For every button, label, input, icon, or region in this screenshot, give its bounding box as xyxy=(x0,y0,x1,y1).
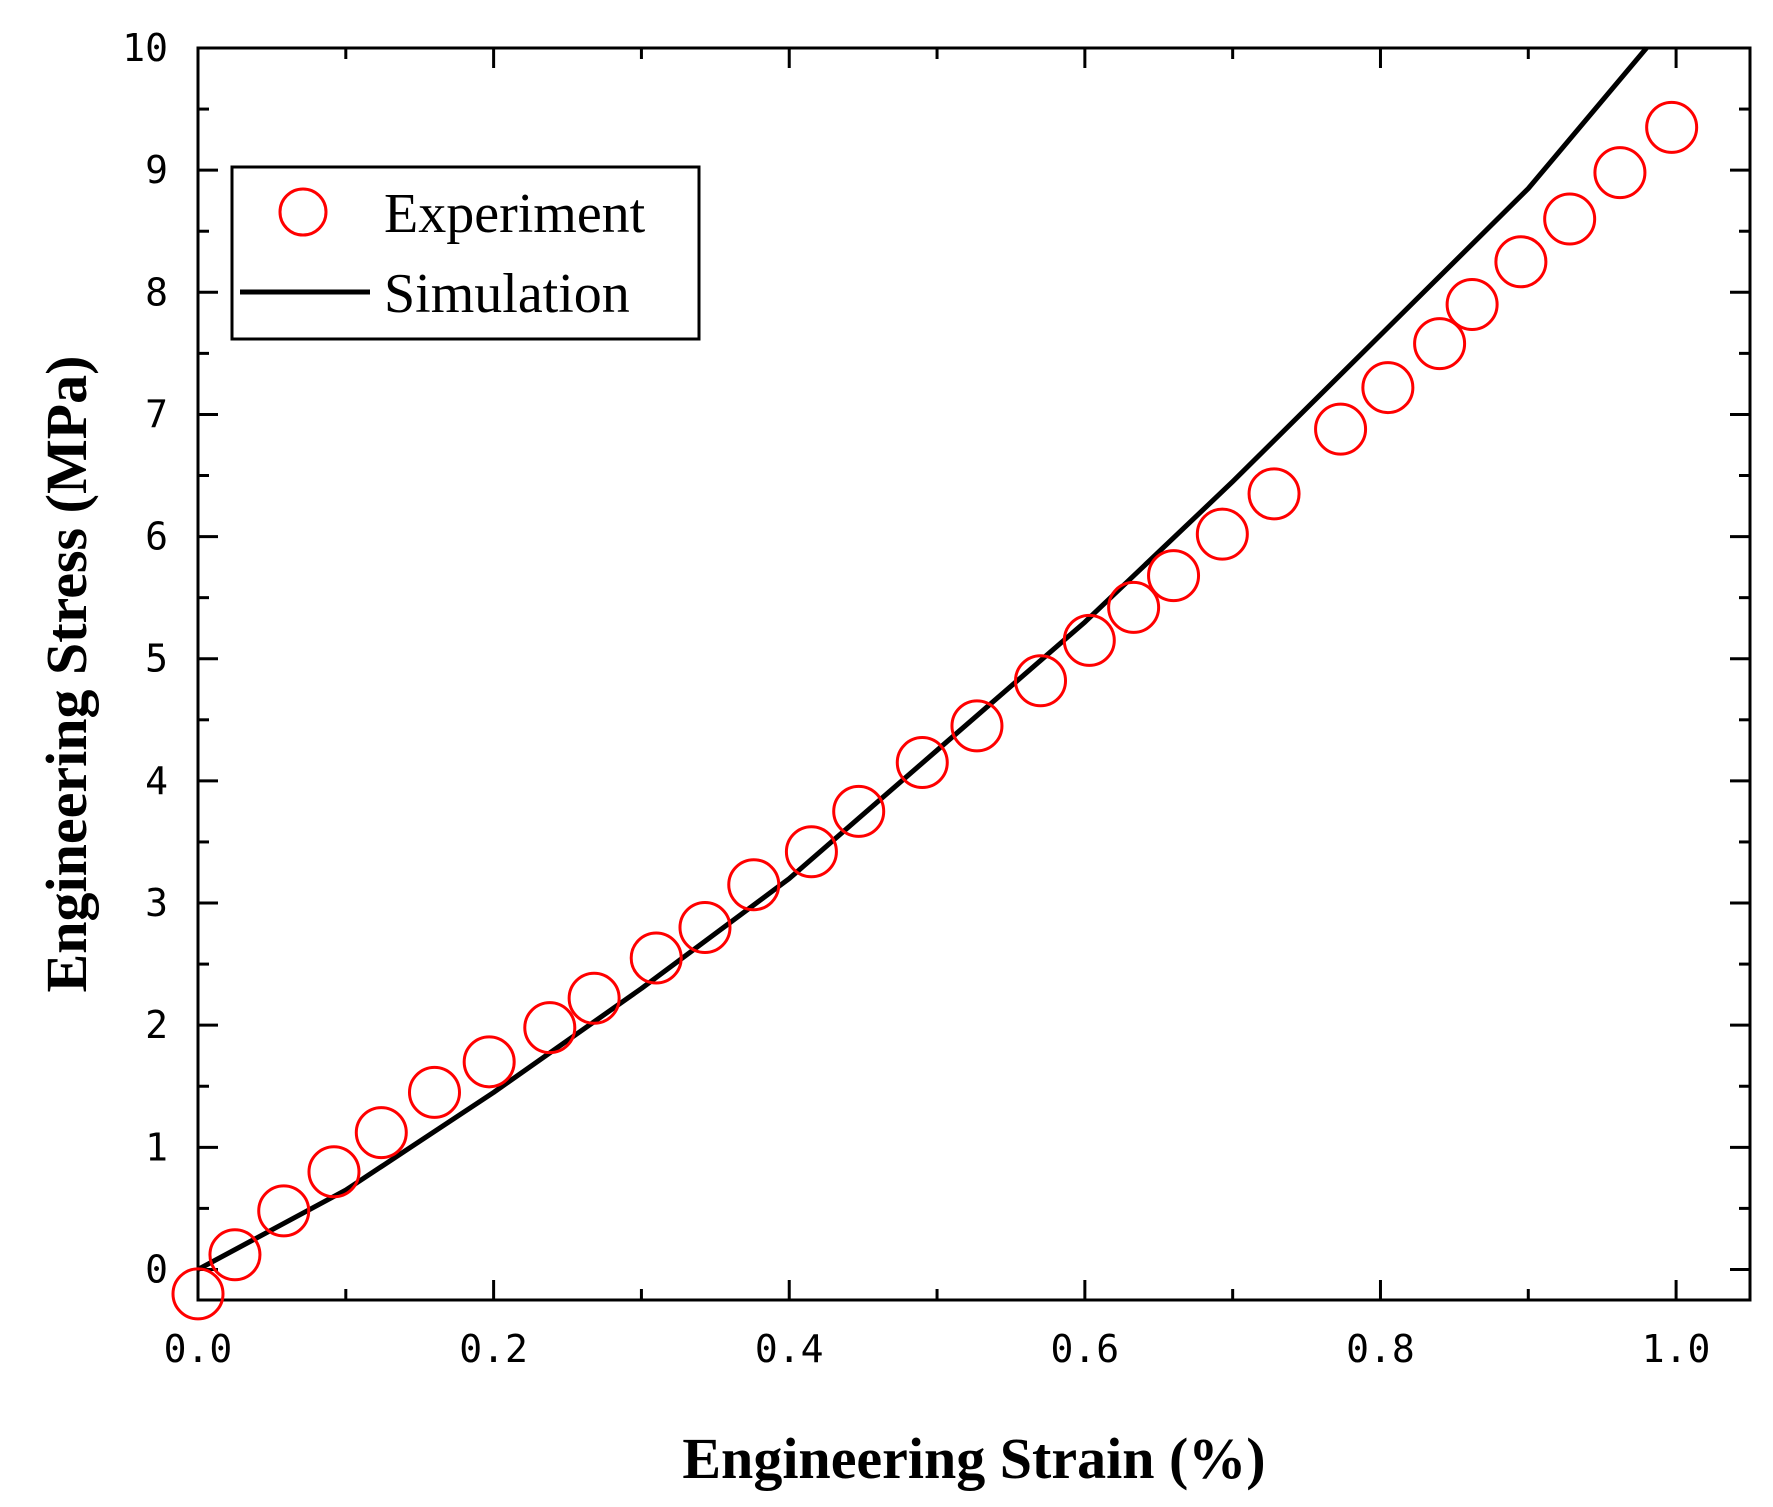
experiment-point xyxy=(171,1267,225,1321)
experiment-point xyxy=(1247,467,1301,521)
x-tick-label: 0.2 xyxy=(459,1327,528,1371)
y-tick-label: 9 xyxy=(145,148,168,192)
plot-frame xyxy=(196,46,1752,1302)
experiment-point xyxy=(354,1106,408,1160)
simulation-line xyxy=(196,46,1649,1272)
experiment-point xyxy=(1062,613,1116,667)
x-tick-label: 1.0 xyxy=(1642,1327,1711,1371)
x-tick-label: 0.0 xyxy=(164,1327,233,1371)
experiment-point xyxy=(1361,361,1415,415)
experiment-point xyxy=(727,858,781,912)
x-tick-label: 0.4 xyxy=(755,1327,824,1371)
experiment-point xyxy=(567,971,621,1025)
experiment-point xyxy=(629,931,683,985)
experiment-point xyxy=(784,825,838,879)
experiment-point xyxy=(1014,654,1068,708)
experiment-point xyxy=(1445,278,1499,332)
experiment-series xyxy=(171,100,1699,1321)
x-tick-label: 0.6 xyxy=(1051,1327,1120,1371)
experiment-point xyxy=(1645,100,1699,154)
y-tick-label: 0 xyxy=(145,1247,168,1291)
x-tick-label: 0.8 xyxy=(1346,1327,1415,1371)
experiment-point xyxy=(257,1184,311,1238)
experiment-point xyxy=(832,784,886,838)
experiment-point xyxy=(950,699,1004,753)
legend-simulation-label: Simulation xyxy=(384,263,630,325)
experiment-point xyxy=(895,736,949,790)
experiment-point xyxy=(1314,402,1368,456)
experiment-point xyxy=(1593,146,1647,200)
y-axis-title: Engineering Stress (MPa) xyxy=(34,356,99,993)
legend-experiment-label: Experiment xyxy=(384,183,646,245)
experiment-point xyxy=(523,1001,577,1055)
experiment-point xyxy=(462,1035,516,1089)
experiment-point xyxy=(678,900,732,954)
experiment-point xyxy=(208,1228,262,1282)
experiment-point xyxy=(1543,192,1597,246)
experiment-point xyxy=(1147,549,1201,603)
y-tick-label: 2 xyxy=(145,1003,168,1047)
x-axis-title: Engineering Strain (%) xyxy=(682,1426,1265,1491)
y-tick-label: 8 xyxy=(145,270,168,314)
experiment-point xyxy=(407,1065,461,1119)
y-tick-label: 3 xyxy=(145,881,168,925)
legend: Experiment Simulation xyxy=(230,165,701,341)
experiment-point xyxy=(307,1145,361,1199)
experiment-point xyxy=(1494,235,1548,289)
axis-ticks: 0.0 0.2 0.4 0.6 0.8 1.0 0 1 2 3 4 5 6 7 8 9 10 xyxy=(122,26,1750,1371)
y-tick-label: 7 xyxy=(145,392,168,436)
y-tick-label: 1 xyxy=(145,1125,168,1169)
y-tick-label: 10 xyxy=(122,26,168,70)
y-tick-label: 4 xyxy=(145,759,168,803)
experiment-point xyxy=(1107,580,1161,634)
y-tick-label: 6 xyxy=(145,515,168,559)
legend-experiment-marker xyxy=(278,187,328,237)
experiment-point xyxy=(1195,507,1249,561)
legend-box xyxy=(230,165,701,341)
simulation-series xyxy=(196,46,1649,1272)
y-tick-label: 5 xyxy=(145,637,168,681)
experiment-point xyxy=(1413,317,1467,371)
